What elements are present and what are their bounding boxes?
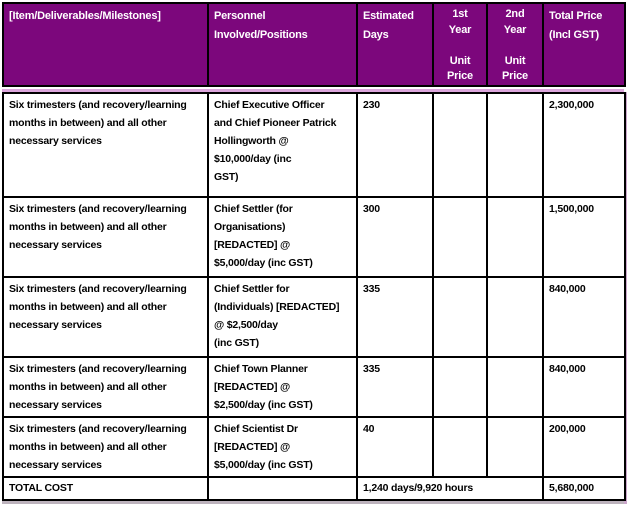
- first-year-unit-price-cell: [432, 91, 488, 198]
- personnel-cell: Chief Executive Officer and Chief Pionee…: [207, 91, 358, 198]
- personnel-cell: Chief Town Planner [REDACTED] @ $2,500/d…: [207, 355, 358, 418]
- estimated-days-cell: 335: [356, 355, 434, 418]
- personnel-cell: Chief Settler for (Individuals) [REDACTE…: [207, 275, 358, 358]
- first-year-unit-price-cell: [432, 415, 488, 478]
- total-row: TOTAL COST 1,240 days/9,920 hours 5,680,…: [2, 475, 626, 501]
- pricing-table-header: [Item/Deliverables/Milestones] Personnel…: [2, 2, 626, 87]
- table-row: Six trimesters (and recovery/learning mo…: [2, 195, 626, 278]
- item-cell: Six trimesters (and recovery/learning mo…: [2, 355, 209, 418]
- total-price-cell: 840,000: [542, 275, 626, 358]
- total-days-hours-cell: 1,240 days/9,920 hours: [356, 475, 544, 501]
- header-row: [Item/Deliverables/Milestones] Personnel…: [2, 2, 626, 87]
- total-price-cell: 2,300,000: [542, 91, 626, 198]
- total-price-sum-cell: 5,680,000: [542, 475, 626, 501]
- first-year-unit-price-cell: [432, 195, 488, 278]
- item-cell: Six trimesters (and recovery/learning mo…: [2, 275, 209, 358]
- total-price-cell: 200,000: [542, 415, 626, 478]
- second-year-unit-price-cell: [486, 415, 544, 478]
- item-cell: Six trimesters (and recovery/learning mo…: [2, 415, 209, 478]
- table-row: Six trimesters (and recovery/learning mo…: [2, 415, 626, 478]
- table-row: Six trimesters (and recovery/learning mo…: [2, 355, 626, 418]
- estimated-days-cell: 230: [356, 91, 434, 198]
- header-accent-line: [2, 88, 624, 92]
- column-header-item-deliverables-milestones: [Item/Deliverables/Milestones]: [2, 2, 209, 87]
- item-cell: Six trimesters (and recovery/learning mo…: [2, 195, 209, 278]
- second-year-unit-price-cell: [486, 195, 544, 278]
- estimated-days-cell: 335: [356, 275, 434, 358]
- total-cost-label-cell: TOTAL COST: [2, 475, 209, 501]
- personnel-cell: Chief Settler (for Organisations) [REDAC…: [207, 195, 358, 278]
- pricing-table: [Item/Deliverables/Milestones] Personnel…: [2, 2, 626, 501]
- item-cell: Six trimesters (and recovery/learning mo…: [2, 91, 209, 198]
- personnel-cell: Chief Scientist Dr [REDACTED] @ $5,000/d…: [207, 415, 358, 478]
- column-header-total-price-incl-gst: Total Price (Incl GST): [542, 2, 626, 87]
- column-header-first-year-unit-price: 1st Year Unit Price: [432, 2, 488, 87]
- estimated-days-cell: 40: [356, 415, 434, 478]
- table-row: Six trimesters (and recovery/learning mo…: [2, 91, 626, 198]
- estimated-days-cell: 300: [356, 195, 434, 278]
- second-year-unit-price-cell: [486, 355, 544, 418]
- column-header-personnel-involved-positions: Personnel Involved/Positions: [207, 2, 358, 87]
- total-price-cell: 840,000: [542, 355, 626, 418]
- total-price-cell: 1,500,000: [542, 195, 626, 278]
- column-header-second-year-unit-price: 2nd Year Unit Price: [486, 2, 544, 87]
- second-year-unit-price-cell: [486, 275, 544, 358]
- first-year-unit-price-cell: [432, 275, 488, 358]
- column-header-estimated-days: Estimated Days: [356, 2, 434, 87]
- second-year-unit-price-cell: [486, 91, 544, 198]
- first-year-unit-price-cell: [432, 355, 488, 418]
- table-row: Six trimesters (and recovery/learning mo…: [2, 275, 626, 358]
- pricing-table-body: Six trimesters (and recovery/learning mo…: [2, 91, 626, 501]
- total-personnel-cell: [207, 475, 358, 501]
